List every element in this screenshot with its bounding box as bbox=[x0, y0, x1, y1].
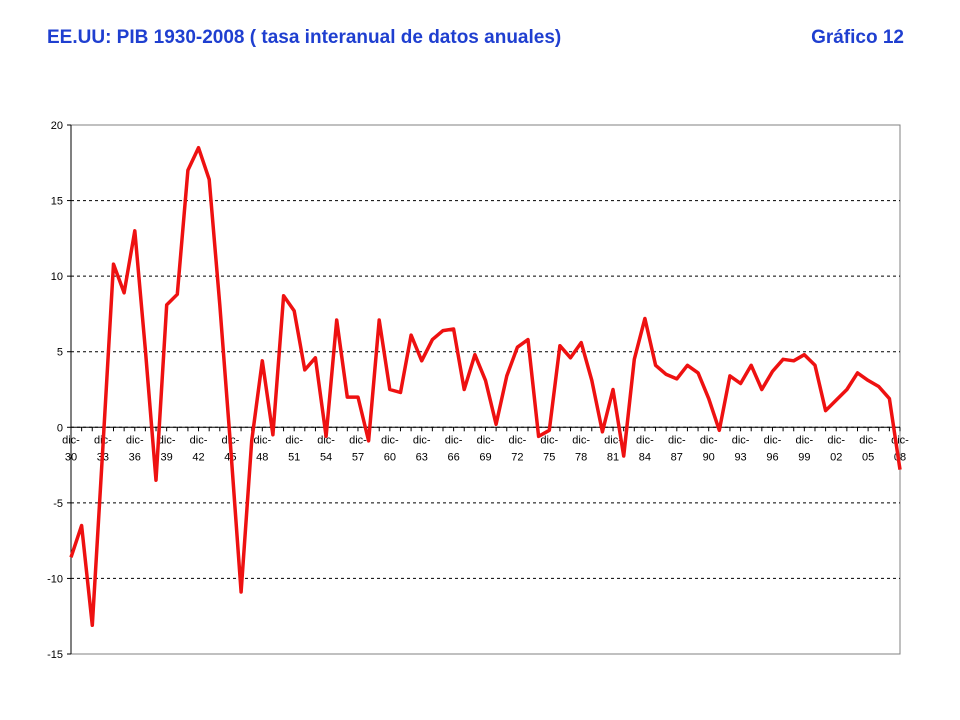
x-tick-label-line1: dic- bbox=[477, 434, 495, 446]
chart-title: EE.UU: PIB 1930-2008 ( tasa interanual d… bbox=[47, 27, 562, 48]
x-tick-label-line2: 87 bbox=[671, 451, 683, 463]
y-tick-label: 15 bbox=[51, 196, 63, 208]
x-tick-label-line1: dic- bbox=[732, 434, 750, 446]
x-tick-label-line2: 72 bbox=[511, 451, 523, 463]
gdp-growth-line bbox=[69, 145, 902, 628]
x-tick-label-line2: 93 bbox=[734, 451, 746, 463]
x-tick-label-line2: 96 bbox=[766, 451, 778, 463]
x-tick-label-line2: 39 bbox=[161, 451, 173, 463]
x-tick-label-line2: 66 bbox=[447, 451, 459, 463]
x-tick-label-line1: dic- bbox=[62, 434, 80, 446]
x-tick-label-line1: dic- bbox=[636, 434, 654, 446]
y-tick-label: 20 bbox=[51, 120, 63, 132]
plot-area-frame bbox=[70, 124, 901, 655]
x-tick-label-line2: 05 bbox=[862, 451, 874, 463]
x-tick-label-line2: 63 bbox=[416, 451, 428, 463]
x-tick-label-line2: 02 bbox=[830, 451, 842, 463]
x-tick-label-line1: dic- bbox=[285, 434, 303, 446]
x-tick-label-line2: 99 bbox=[798, 451, 810, 463]
x-tick-label-line1: dic- bbox=[158, 434, 176, 446]
x-tick-label-line1: dic- bbox=[317, 434, 335, 446]
x-tick-label-line1: dic- bbox=[190, 434, 208, 446]
x-tick-label-line2: 84 bbox=[639, 451, 651, 463]
x-tick-label-line1: dic- bbox=[413, 434, 431, 446]
y-tick-label: 5 bbox=[57, 347, 63, 359]
x-tick-label-line1: dic- bbox=[126, 434, 144, 446]
x-tick-label-line2: 57 bbox=[352, 451, 364, 463]
x-tick-label-line1: dic- bbox=[540, 434, 558, 446]
y-tick-label: 10 bbox=[51, 271, 63, 283]
x-tick-label-line2: 36 bbox=[129, 451, 141, 463]
x-tick-label-line1: dic- bbox=[859, 434, 877, 446]
x-tick-label-line2: 69 bbox=[479, 451, 491, 463]
x-tick-label-line2: 90 bbox=[703, 451, 715, 463]
y-tick-label: 0 bbox=[57, 422, 63, 434]
x-tick-label-line1: dic- bbox=[668, 434, 686, 446]
x-tick-label-line2: 78 bbox=[575, 451, 587, 463]
x-tick-label-line1: dic- bbox=[572, 434, 590, 446]
x-tick-label-line1: dic- bbox=[700, 434, 718, 446]
y-tick-label: -10 bbox=[47, 573, 63, 585]
x-tick-label-line2: 81 bbox=[607, 451, 619, 463]
x-tick-label-line2: 51 bbox=[288, 451, 300, 463]
x-tick-label-line1: dic- bbox=[253, 434, 271, 446]
x-tick-label-line1: dic- bbox=[604, 434, 622, 446]
x-tick-label-line1: dic- bbox=[827, 434, 845, 446]
x-tick-label-line1: dic- bbox=[764, 434, 782, 446]
x-tick-label-line2: 60 bbox=[384, 451, 396, 463]
x-tick-label-line1: dic- bbox=[445, 434, 463, 446]
y-tick-label: -5 bbox=[53, 498, 63, 510]
x-tick-label-line1: dic- bbox=[795, 434, 813, 446]
y-tick-label: -15 bbox=[47, 649, 63, 661]
x-tick-label-line1: dic- bbox=[349, 434, 367, 446]
x-tick-label-line1: dic- bbox=[381, 434, 399, 446]
x-tick-label-line2: 30 bbox=[65, 451, 77, 463]
x-tick-label-line2: 48 bbox=[256, 451, 268, 463]
x-tick-label-line2: 42 bbox=[192, 451, 204, 463]
chart-number-label: Gráfico 12 bbox=[811, 27, 904, 48]
x-tick-label-line2: 75 bbox=[543, 451, 555, 463]
x-tick-label-line2: 54 bbox=[320, 451, 332, 463]
x-tick-label-line1: dic- bbox=[509, 434, 527, 446]
